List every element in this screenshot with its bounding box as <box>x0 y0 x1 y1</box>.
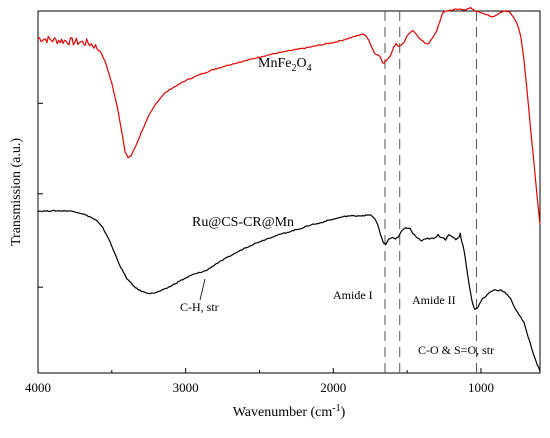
x-tick-label-2000: 2000 <box>320 380 346 395</box>
series-label-ru-cs-cr-mn: Ru@CS-CR@Mn <box>192 215 294 230</box>
x-axis-ticks: 4000 3000 2000 1000 <box>25 368 494 395</box>
plot-frame <box>37 10 541 374</box>
series-line-0 <box>37 7 541 225</box>
annotation-c-h-str: C-H, str <box>180 300 219 314</box>
annotation-leader-ch <box>199 278 206 301</box>
x-tick-label-3000: 3000 <box>173 380 199 395</box>
series-group <box>37 7 541 372</box>
annotation-amide-ii: Amide II <box>412 293 456 307</box>
annotation-c-o-s-o-str: C-O & S=O, str <box>418 343 494 357</box>
plot-border <box>37 10 541 374</box>
series-label-mnfe2o4: MnFe2O4 <box>258 56 312 74</box>
y-axis-ticks <box>38 102 43 288</box>
x-axis-label: Wavenumber (cm-1) <box>233 403 346 420</box>
series-line-1 <box>37 209 541 372</box>
y-axis-label: Transmission (a.u.) <box>9 138 24 246</box>
reference-lines <box>384 11 478 373</box>
x-tick-label-4000: 4000 <box>25 380 51 395</box>
annotation-amide-i: Amide I <box>333 288 373 302</box>
x-tick-label-1000: 1000 <box>468 380 494 395</box>
